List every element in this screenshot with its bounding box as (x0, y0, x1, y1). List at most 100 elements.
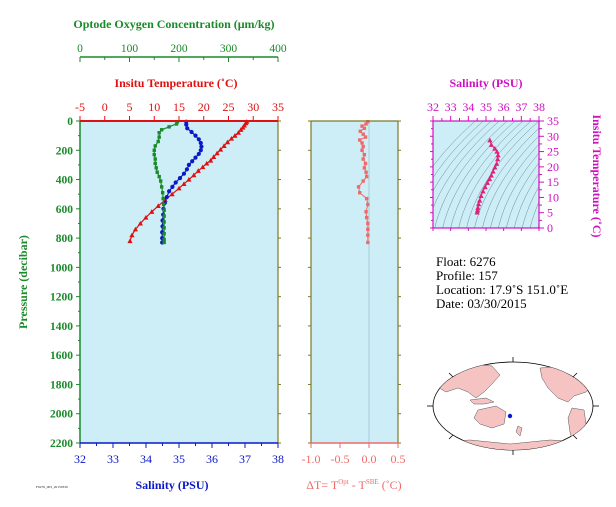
oxygen-point (162, 208, 166, 212)
float-location-marker (507, 413, 513, 419)
temperature-tick-label: 0 (102, 100, 108, 114)
info-date: Date: 03/30/2015 (436, 296, 527, 311)
temperature-point (228, 135, 235, 141)
salinity-point (199, 144, 204, 149)
pressure-tick-label: 400 (56, 175, 74, 187)
salinity-point (196, 137, 201, 142)
delta-t-point (361, 132, 365, 136)
temperature-tick-label: 30 (247, 100, 259, 114)
oxygen-point (161, 196, 165, 201)
ts-point (482, 184, 488, 190)
ts-point (490, 168, 496, 174)
profile-axes: 0200400600800100012001400160018002000220… (50, 43, 287, 466)
ts-point (475, 205, 481, 210)
oxygen-point (157, 131, 161, 135)
salinity-point (184, 167, 190, 172)
info-location: Location: 17.9˚S 151.0˚E (436, 282, 568, 297)
map-south-america (567, 407, 587, 447)
ts-point (487, 137, 493, 143)
delta-t-point (366, 221, 370, 226)
delta-t-point (366, 120, 370, 124)
oxygen-point (162, 220, 166, 224)
salinity-point (198, 148, 203, 153)
salinity-point (193, 155, 198, 160)
delta-t-point (362, 166, 367, 170)
ts-contour (442, 121, 516, 228)
salinity-tick-label: 36 (206, 452, 218, 466)
ts-x-tick-label: 32 (427, 100, 439, 114)
ts-point (495, 152, 501, 158)
salinity-tick-label: 35 (173, 452, 185, 466)
delta-t-panel-bg (311, 121, 398, 443)
oxygen-point (161, 202, 166, 207)
oxygen-tick-label: 400 (269, 43, 287, 55)
ts-contour (561, 115, 616, 234)
salinity-point (198, 140, 203, 146)
oxygen-point (162, 232, 166, 236)
temperature-tick-label: -5 (75, 100, 85, 114)
ts-point (486, 176, 493, 182)
ts-point (492, 145, 498, 151)
salinity-point (190, 159, 195, 164)
delta-t-plot (356, 120, 370, 443)
delta-t-point (358, 138, 362, 142)
temperature-tick-label: 5 (127, 100, 133, 114)
ts-x-tick-label: 34 (462, 100, 474, 114)
ts-y-tick-label: 10 (547, 190, 559, 204)
temperature-point (149, 209, 155, 214)
ts-point (495, 156, 501, 162)
delta-t-point (360, 141, 364, 145)
oxygen-tick-label: 200 (170, 43, 188, 55)
pressure-tick-label: 0 (67, 116, 73, 128)
temperature-axis-label: Insitu Temperature (˚C) (114, 76, 237, 90)
oxygen-point (157, 174, 161, 179)
ts-point (478, 193, 484, 198)
delta-t-point (363, 161, 368, 166)
delta-t-point (364, 122, 368, 126)
delta-t-point (361, 144, 365, 149)
ts-point (488, 172, 494, 178)
salinity-point (167, 189, 172, 194)
oxygen-point (162, 237, 166, 242)
delta-t-tick-label: 0.5 (391, 452, 406, 466)
oxygen-point (162, 214, 166, 218)
ts-x-tick-label: 36 (498, 100, 510, 114)
ts-contour (529, 201, 539, 228)
pressure-tick-label: 1200 (50, 292, 73, 304)
temperature-point (204, 160, 210, 166)
ts-y-tick-label: 30 (547, 129, 559, 143)
oxygen-point (152, 148, 156, 152)
delta-t-point (364, 174, 369, 179)
pressure-tick-label: 1400 (50, 321, 73, 333)
pressure-tick-label: 1000 (50, 262, 73, 274)
temperature-tick-label: 10 (148, 100, 160, 114)
temperature-tick-label: 25 (223, 100, 235, 114)
ts-x-tick-label: 38 (533, 100, 545, 114)
ts-y-tick-label: 0 (547, 221, 553, 235)
ts-y-tick-label: 5 (547, 206, 553, 220)
ts-contour (433, 121, 484, 179)
salinity-tick-label: 37 (239, 452, 251, 466)
ts-contour (506, 162, 539, 228)
temperature-point (200, 164, 206, 170)
ts-point (484, 180, 491, 185)
salinity-point (189, 129, 194, 135)
ts-x-tick-label: 33 (445, 100, 457, 114)
temperature-tick-label: 20 (198, 100, 210, 114)
oxygen-tick-label: 0 (77, 43, 83, 55)
delta-t-point (366, 202, 370, 207)
temperature-point (143, 215, 149, 220)
ts-contour (490, 143, 539, 228)
temperature-point (127, 238, 133, 244)
pressure-tick-label: 600 (56, 204, 74, 216)
oxygen-point (162, 240, 166, 245)
salinity-point (184, 122, 189, 127)
delta-t-point (364, 215, 369, 220)
delta-t-point (364, 210, 368, 214)
ts-contour (433, 121, 500, 210)
ts-y-tick-label: 25 (547, 145, 559, 159)
temperature-tick-label: 15 (173, 100, 185, 114)
delta-t-point (364, 196, 369, 201)
